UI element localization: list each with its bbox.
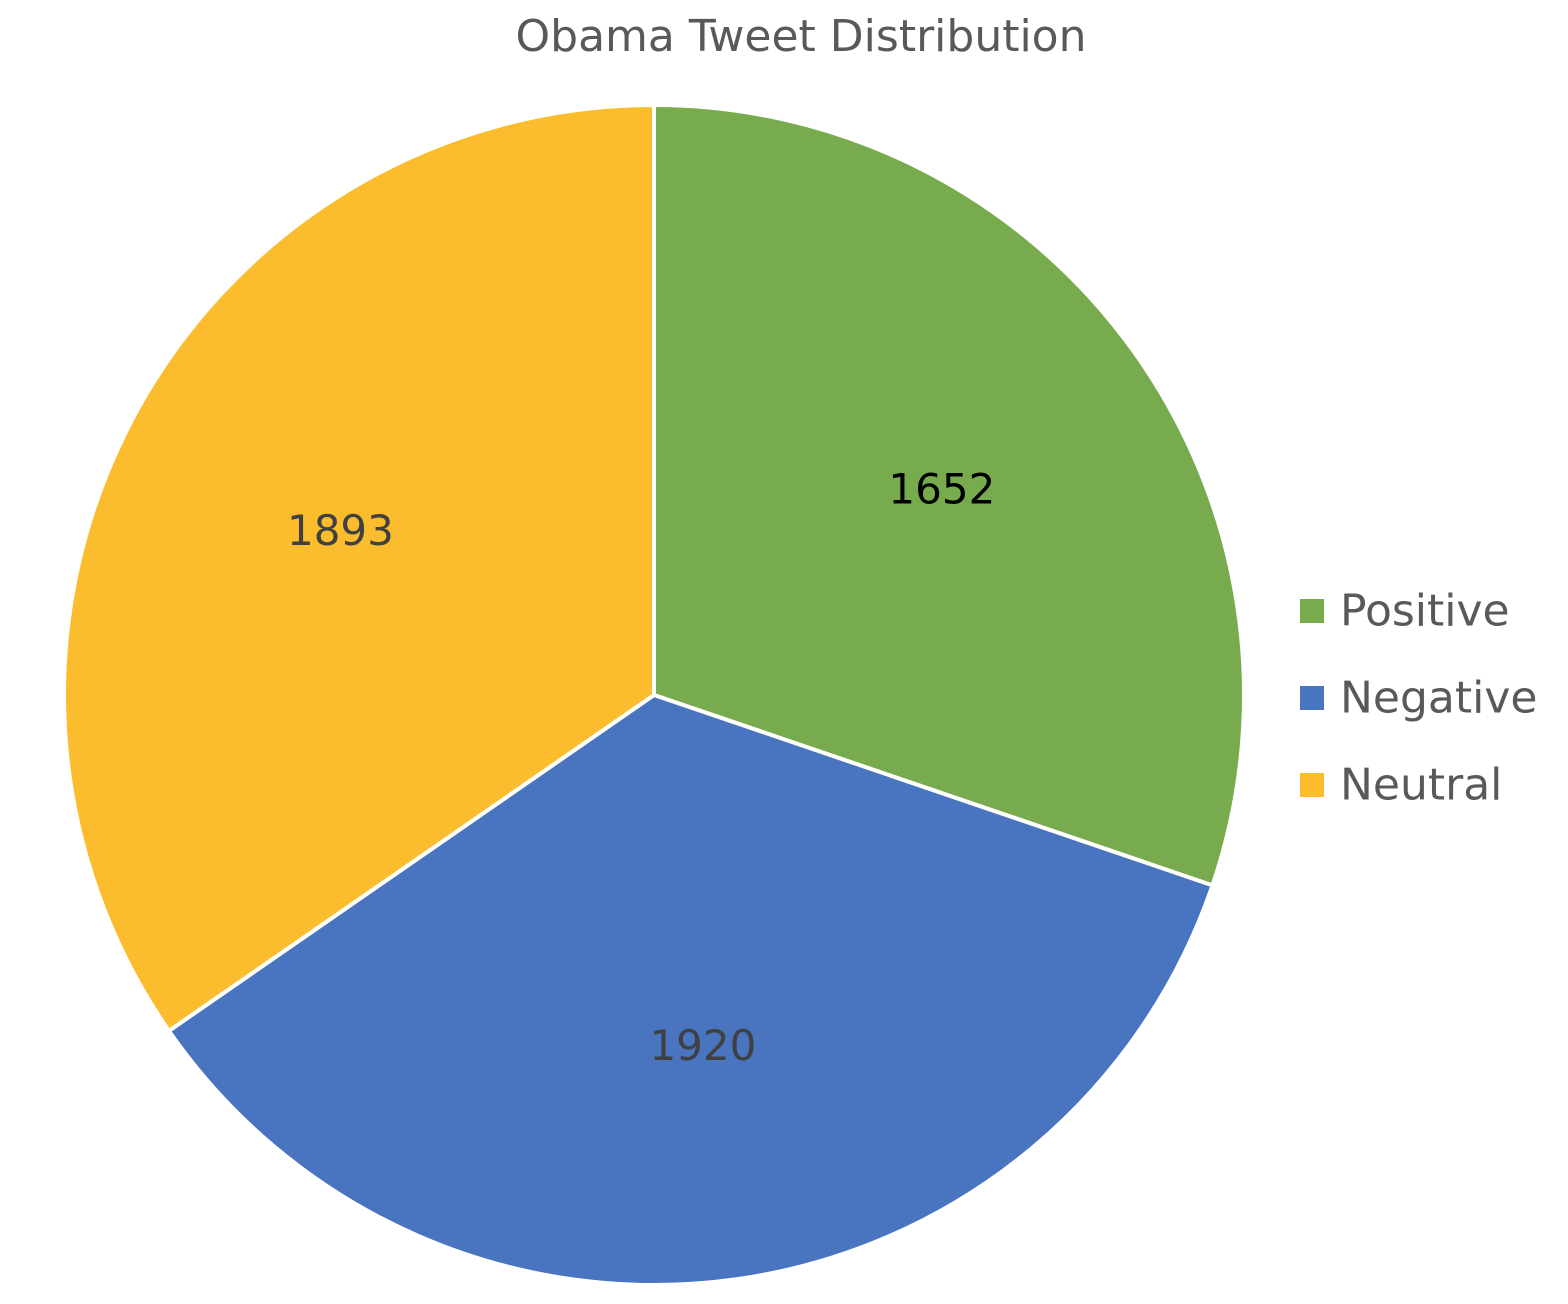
legend-label-negative: Negative — [1340, 673, 1537, 724]
pie-slice-negative — [166, 693, 1215, 1287]
legend-item-neutral: Neutral — [1300, 760, 1502, 811]
legend-item-positive: Positive — [1300, 586, 1510, 637]
pie-slice-positive — [652, 103, 1246, 888]
pie-slice-neutral — [62, 103, 656, 1033]
legend-swatch-neutral — [1300, 773, 1324, 797]
data-label-neutral: 1893 — [287, 506, 394, 555]
legend-swatch-negative — [1300, 686, 1324, 710]
pie-slices — [62, 103, 1246, 1287]
pie-data-labels: 1652 1920 1893 — [287, 464, 995, 1070]
legend-label-neutral: Neutral — [1340, 760, 1502, 811]
chart-title: Obama Tweet Distribution — [516, 11, 1087, 62]
legend-swatch-positive — [1300, 599, 1324, 623]
data-label-negative: 1920 — [649, 1021, 756, 1070]
legend: Positive Negative Neutral — [1300, 586, 1537, 811]
legend-label-positive: Positive — [1340, 586, 1510, 637]
data-label-positive: 1652 — [888, 464, 995, 513]
legend-item-negative: Negative — [1300, 673, 1537, 724]
